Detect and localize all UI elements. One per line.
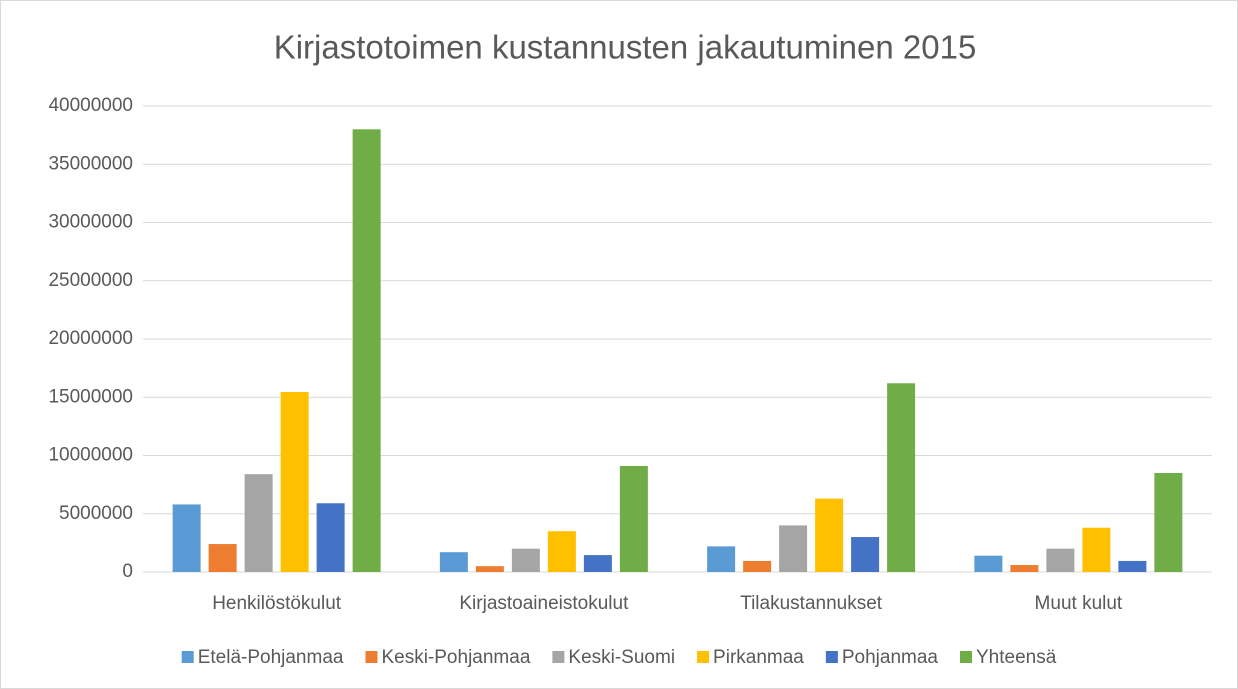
bar — [619, 465, 648, 572]
y-tick-label: 0 — [122, 561, 133, 582]
bar — [974, 555, 1003, 572]
x-tick-label: Kirjastoaineistokulut — [459, 593, 629, 614]
x-tick-label: Henkilöstökulut — [212, 593, 342, 614]
bar — [244, 474, 273, 572]
bar — [1082, 527, 1111, 572]
bar — [707, 546, 736, 572]
bar — [511, 548, 540, 572]
x-tick-label: Muut kulut — [1035, 593, 1123, 614]
bar — [779, 525, 808, 572]
bar — [1046, 548, 1075, 572]
bar — [547, 531, 576, 572]
bar — [1010, 565, 1039, 572]
bar — [815, 498, 844, 572]
y-tick-label: 5000000 — [59, 503, 133, 524]
bar — [316, 503, 345, 572]
bar — [280, 392, 309, 572]
legend-swatch — [825, 651, 838, 663]
legend-swatch — [552, 651, 565, 663]
bar — [583, 555, 612, 572]
legend-swatch — [181, 651, 194, 663]
legend-label: Pirkanmaa — [713, 647, 804, 668]
legend-label: Keski-Pohjanmaa — [381, 647, 530, 668]
bar — [1154, 472, 1183, 572]
legend-swatch — [960, 651, 972, 663]
legend-swatch — [697, 651, 710, 663]
y-tick-label: 15000000 — [48, 386, 133, 407]
bar — [208, 544, 237, 572]
bar — [887, 383, 916, 572]
legend-label: Yhteensä — [976, 647, 1057, 668]
y-tick-label: 20000000 — [48, 328, 133, 349]
bar — [475, 566, 504, 572]
y-tick-label: 30000000 — [48, 212, 133, 233]
x-tick-label: Tilakustannukset — [740, 593, 883, 614]
bar — [352, 129, 381, 573]
y-tick-label: 10000000 — [48, 445, 133, 466]
bar — [743, 560, 772, 572]
y-tick-label: 40000000 — [48, 95, 133, 116]
y-tick-label: 35000000 — [48, 153, 133, 174]
legend-label: Keski-Suomi — [568, 647, 675, 668]
legend-swatch — [365, 651, 378, 663]
bar — [851, 537, 880, 572]
chart-title: Kirjastotoimen kustannusten jakautuminen… — [274, 29, 977, 66]
bar — [439, 552, 468, 572]
legend-label: Pohjanmaa — [842, 647, 939, 668]
bar — [172, 504, 201, 572]
y-tick-label: 25000000 — [48, 270, 133, 291]
legend-label: Etelä-Pohjanmaa — [198, 647, 344, 668]
bar — [1118, 560, 1147, 572]
